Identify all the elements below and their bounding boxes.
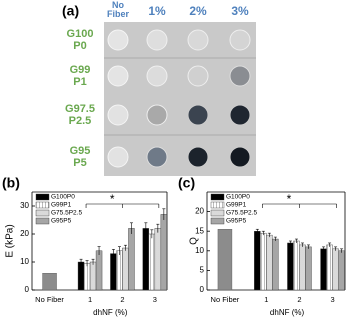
legend-swatch	[210, 217, 225, 225]
legend-swatch	[210, 201, 225, 209]
x-tick-label: No Fiber	[35, 295, 64, 304]
x-tick-label: 1	[264, 295, 268, 304]
bar	[266, 234, 273, 291]
bar	[122, 247, 129, 291]
annotation: *	[110, 192, 115, 206]
x-tick-label: 3	[153, 295, 157, 304]
y-axis-label: Q	[189, 237, 200, 245]
row-label: G100 P0	[66, 28, 94, 52]
legend-label: G99P1	[51, 202, 72, 209]
bar	[142, 228, 150, 291]
well	[187, 29, 209, 51]
column-header: 3%	[231, 4, 249, 18]
y-tick-label: 0	[200, 285, 205, 294]
x-tick-label: 1	[88, 295, 92, 304]
y-tick-label: 30	[20, 201, 29, 210]
well	[229, 146, 251, 168]
well	[187, 65, 209, 87]
bar	[272, 238, 279, 291]
row-label: G99 P1	[69, 64, 91, 88]
legend-label: G100P0	[51, 194, 75, 201]
panel-label: (b)	[2, 175, 20, 191]
bar	[217, 229, 233, 291]
panel-label: (a)	[62, 3, 79, 19]
x-tick-label: 2	[120, 295, 124, 304]
y-tick-label: 20	[20, 229, 29, 238]
legend-label: G95P5	[51, 218, 72, 225]
column-header: No Fiber	[106, 0, 130, 19]
legend-swatch	[35, 217, 50, 225]
bar	[299, 244, 306, 291]
y-tick-label: 5	[200, 266, 205, 275]
bar	[338, 250, 345, 291]
legend-swatch	[35, 209, 50, 217]
bar	[254, 230, 261, 291]
bar	[160, 214, 168, 291]
row-label: G97.5 P2.5	[65, 103, 95, 127]
legend-swatch	[210, 209, 225, 217]
column-header: 1%	[148, 4, 166, 18]
x-tick-label: No Fiber	[211, 295, 240, 304]
bar	[305, 246, 312, 291]
bar	[332, 248, 339, 291]
well	[187, 146, 209, 168]
bar	[128, 228, 135, 291]
legend-label: G75.5P2.5	[51, 210, 82, 217]
bar	[293, 240, 300, 291]
well	[229, 29, 251, 51]
well	[107, 29, 129, 51]
x-axis-label: dhNF (%)	[270, 308, 305, 317]
photo	[104, 22, 256, 176]
well	[146, 146, 168, 168]
y-tick-label: 0	[25, 285, 30, 294]
bar	[42, 273, 57, 291]
bar	[83, 263, 91, 291]
well	[107, 104, 129, 126]
panel-label: (c)	[178, 175, 195, 191]
x-tick-label: 3	[330, 295, 334, 304]
row-label: G95 P5	[69, 145, 91, 169]
y-tick-label: 20	[195, 207, 204, 216]
bar	[95, 250, 103, 291]
legend-label: G95P5	[226, 218, 247, 225]
y-tick-label: 10	[20, 257, 29, 266]
annotation: *	[287, 192, 292, 206]
well	[107, 65, 129, 87]
y-tick-label: 10	[195, 246, 204, 255]
legend-swatch	[35, 201, 50, 209]
legend-label: G100P0	[226, 194, 250, 201]
x-tick-label: 2	[297, 295, 301, 304]
bar	[89, 261, 97, 291]
x-axis-label: dhNF (%)	[93, 308, 128, 317]
bar	[116, 250, 123, 291]
bar	[148, 233, 156, 291]
well	[146, 29, 168, 51]
photo-background	[104, 22, 256, 176]
well	[229, 104, 251, 126]
well	[187, 104, 209, 126]
bar	[77, 261, 85, 291]
y-axis-label: E (kPa)	[5, 224, 16, 257]
well	[146, 65, 168, 87]
bar	[326, 244, 333, 291]
well	[146, 104, 168, 126]
well	[107, 146, 129, 168]
bar	[260, 232, 267, 291]
legend-label: G99P1	[226, 202, 247, 209]
legend-swatch	[35, 193, 50, 201]
legend-label: G75.5P2.5	[226, 210, 257, 217]
bar	[110, 253, 117, 291]
bar	[154, 228, 162, 291]
legend-swatch	[210, 193, 225, 201]
bar	[320, 248, 327, 291]
well	[229, 65, 251, 87]
column-header: 2%	[189, 4, 207, 18]
y-tick-label: 15	[195, 226, 204, 235]
bar	[287, 242, 294, 291]
